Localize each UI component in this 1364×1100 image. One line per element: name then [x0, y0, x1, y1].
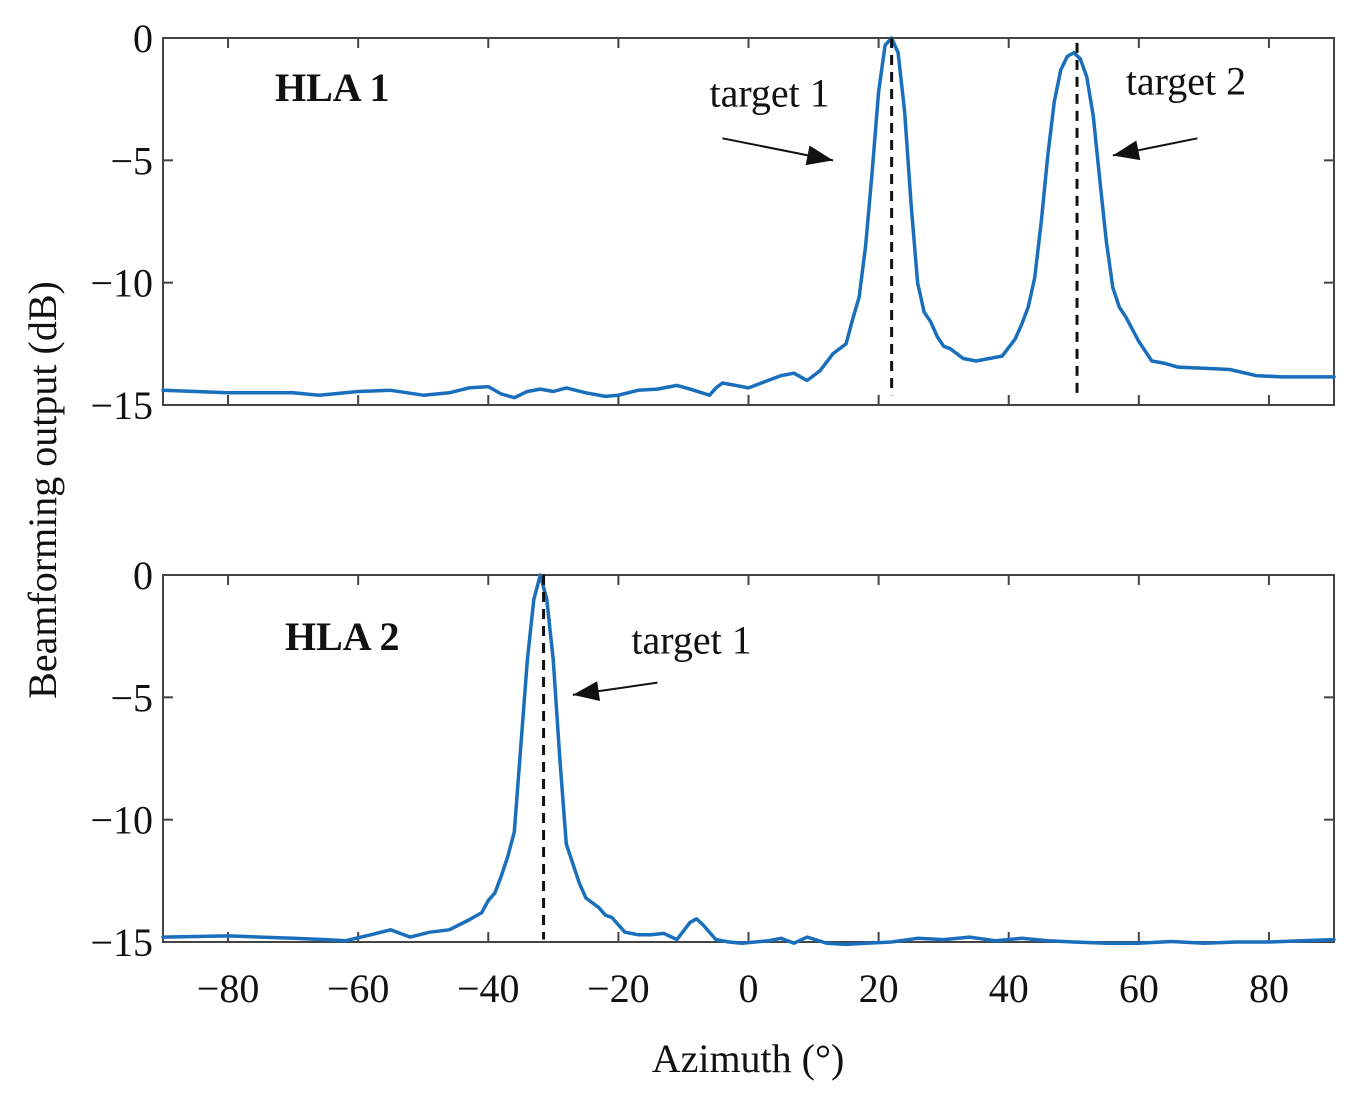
chart-panel-hla2: HLA 2 −80 −60 −40 −20 0 20 40 60 80 0 −5 −10 −15 targ… — [90, 553, 1336, 1011]
x-tick-label: −60 — [327, 966, 390, 1011]
x-tick-label: 20 — [859, 966, 899, 1011]
annotation-arrowhead — [572, 681, 601, 702]
y-tick-label: −10 — [90, 798, 153, 843]
chart-panel-hla1: HLA 1 0 −5 −10 −15 target 1 target 2 — [90, 16, 1336, 428]
x-tick-label: −20 — [587, 966, 650, 1011]
y-tick-label: −15 — [90, 383, 153, 428]
y-tick-label: 0 — [133, 553, 153, 598]
y-tick-label: −5 — [110, 138, 153, 183]
x-tick-label: −40 — [457, 966, 520, 1011]
y-axis-label: Beamforming output (dB) — [20, 281, 65, 699]
series-line — [161, 573, 1336, 947]
x-tick-label: 80 — [1249, 966, 1289, 1011]
x-tick-label: 60 — [1119, 966, 1159, 1011]
y-tick-label: −10 — [90, 261, 153, 306]
x-tick-label: −80 — [197, 966, 260, 1011]
x-tick-label: 40 — [989, 966, 1029, 1011]
y-tick-label: 0 — [133, 16, 153, 61]
panel-label: HLA 1 — [275, 65, 389, 110]
x-axis-label: Azimuth (°) — [652, 1036, 845, 1081]
annotation-label: target 1 — [631, 617, 751, 662]
annotation-label: target 1 — [709, 71, 829, 116]
panel-label: HLA 2 — [285, 614, 399, 659]
annotation-arrowhead — [805, 145, 834, 166]
y-tick-label: −5 — [110, 675, 153, 720]
y-tick-label: −15 — [90, 920, 153, 965]
x-tick-label: 0 — [739, 966, 759, 1011]
annotation-arrowhead — [1112, 140, 1141, 161]
annotation-label: target 2 — [1126, 58, 1246, 103]
